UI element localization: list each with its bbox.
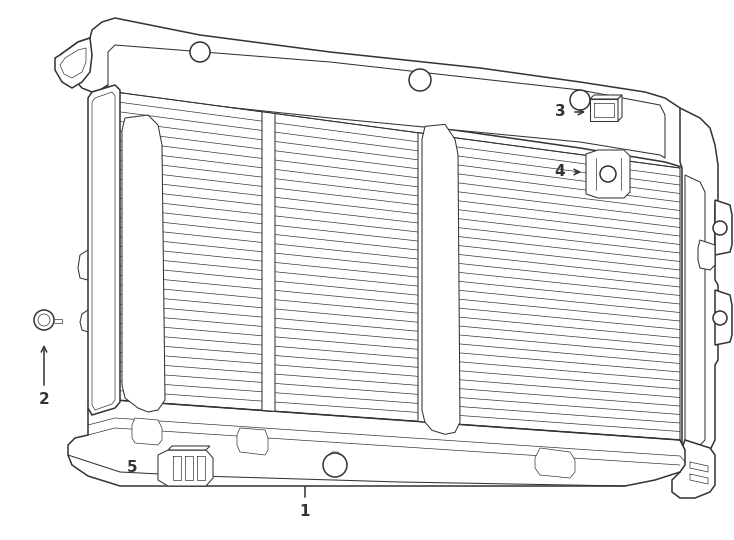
- Polygon shape: [535, 448, 575, 478]
- Circle shape: [570, 90, 590, 110]
- Text: 5: 5: [127, 460, 137, 475]
- Polygon shape: [418, 133, 432, 422]
- Circle shape: [409, 69, 431, 91]
- Circle shape: [600, 166, 616, 182]
- Polygon shape: [672, 440, 715, 498]
- Polygon shape: [618, 95, 622, 121]
- Circle shape: [190, 42, 210, 62]
- Polygon shape: [115, 92, 680, 440]
- Circle shape: [713, 221, 727, 235]
- Polygon shape: [30, 15, 718, 490]
- Polygon shape: [58, 18, 685, 168]
- Circle shape: [713, 311, 727, 325]
- Polygon shape: [590, 95, 622, 99]
- Circle shape: [323, 453, 347, 477]
- Circle shape: [34, 310, 54, 330]
- Polygon shape: [698, 240, 715, 270]
- Polygon shape: [68, 400, 685, 486]
- Text: 1: 1: [299, 504, 310, 519]
- Polygon shape: [680, 108, 718, 462]
- Polygon shape: [88, 85, 120, 415]
- Polygon shape: [158, 450, 213, 486]
- Polygon shape: [122, 115, 165, 412]
- Polygon shape: [262, 112, 275, 411]
- Polygon shape: [237, 428, 268, 455]
- Polygon shape: [715, 200, 732, 255]
- Polygon shape: [168, 446, 210, 450]
- Polygon shape: [422, 124, 460, 434]
- Text: 3: 3: [555, 105, 565, 119]
- Polygon shape: [590, 99, 618, 121]
- Polygon shape: [60, 48, 86, 78]
- Polygon shape: [92, 92, 115, 410]
- Polygon shape: [132, 418, 162, 445]
- Polygon shape: [715, 290, 732, 345]
- Text: 2: 2: [39, 393, 49, 408]
- Polygon shape: [586, 150, 630, 198]
- Polygon shape: [55, 38, 92, 88]
- Text: 4: 4: [555, 165, 565, 179]
- Polygon shape: [685, 175, 705, 445]
- Circle shape: [38, 314, 50, 326]
- Polygon shape: [108, 45, 665, 158]
